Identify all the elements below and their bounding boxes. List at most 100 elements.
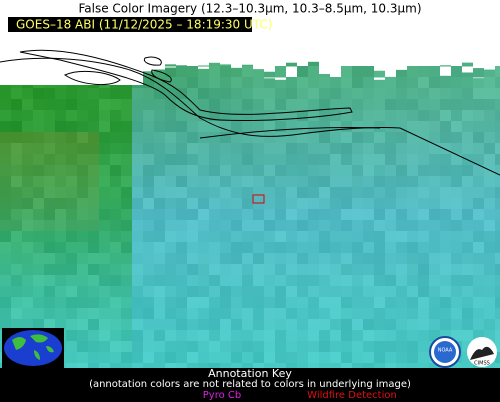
image-tile xyxy=(220,264,231,276)
image-tile xyxy=(33,110,44,122)
image-tile xyxy=(242,330,253,342)
image-tile xyxy=(319,231,330,243)
image-tile xyxy=(385,253,396,265)
image-tile xyxy=(176,352,187,364)
image-tile xyxy=(462,275,473,287)
image-tile xyxy=(121,187,132,199)
image-tile xyxy=(330,275,341,287)
image-tile xyxy=(165,121,176,133)
image-tile xyxy=(396,264,407,276)
image-tile xyxy=(374,286,385,298)
image-tile xyxy=(374,121,385,133)
image-tile xyxy=(77,99,88,111)
image-tile xyxy=(462,330,473,342)
image-tile xyxy=(231,264,242,276)
image-tile xyxy=(33,264,44,276)
image-tile xyxy=(253,69,264,78)
image-tile xyxy=(407,286,418,298)
image-tile xyxy=(484,242,495,254)
image-tile xyxy=(165,198,176,210)
image-tile xyxy=(495,253,500,265)
image-tile xyxy=(22,242,33,254)
image-tile xyxy=(440,297,451,309)
image-tile xyxy=(352,132,363,144)
image-tile xyxy=(341,176,352,188)
image-tile xyxy=(396,352,407,364)
image-tile xyxy=(308,231,319,243)
image-tile xyxy=(308,198,319,210)
image-tile xyxy=(473,275,484,287)
image-tile xyxy=(33,209,44,221)
image-tile xyxy=(396,132,407,144)
image-tile xyxy=(341,154,352,166)
logo-label: NOAA xyxy=(438,348,453,354)
image-tile xyxy=(363,286,374,298)
image-tile xyxy=(363,77,374,89)
image-tile xyxy=(242,231,253,243)
image-tile xyxy=(88,297,99,309)
image-tile xyxy=(220,275,231,287)
image-tile xyxy=(396,154,407,166)
image-tile xyxy=(198,286,209,298)
image-tile xyxy=(286,154,297,166)
image-tile xyxy=(352,341,363,353)
image-tile xyxy=(0,264,11,276)
image-tile xyxy=(220,187,231,199)
image-tile xyxy=(319,253,330,265)
image-tile xyxy=(275,165,286,177)
image-tile xyxy=(275,253,286,265)
image-tile xyxy=(165,231,176,243)
image-tile xyxy=(77,220,88,232)
image-tile xyxy=(363,319,374,331)
image-tile xyxy=(418,286,429,298)
image-tile xyxy=(253,154,264,166)
image-tile xyxy=(440,165,451,177)
image-tile xyxy=(440,187,451,199)
image-tile xyxy=(143,209,154,221)
image-tile xyxy=(418,154,429,166)
image-tile xyxy=(286,77,297,89)
image-tile xyxy=(77,330,88,342)
image-tile xyxy=(77,143,88,155)
image-tile xyxy=(110,88,121,100)
image-tile xyxy=(154,198,165,210)
image-tile xyxy=(473,297,484,309)
image-tile xyxy=(165,187,176,199)
image-tile xyxy=(77,154,88,166)
island xyxy=(143,56,172,83)
image-tile xyxy=(374,341,385,353)
image-tile xyxy=(385,143,396,155)
image-tile xyxy=(231,198,242,210)
image-tile xyxy=(341,308,352,320)
image-tile xyxy=(11,99,22,111)
image-tile xyxy=(220,154,231,166)
image-tile xyxy=(55,275,66,287)
image-tile xyxy=(231,242,242,254)
image-tile xyxy=(231,176,242,188)
image-tile xyxy=(462,352,473,364)
image-tile xyxy=(308,220,319,232)
image-tile xyxy=(220,352,231,364)
image-tile xyxy=(176,253,187,265)
image-tile xyxy=(154,242,165,254)
image-tile xyxy=(143,220,154,232)
image-tile xyxy=(308,286,319,298)
image-tile xyxy=(341,352,352,364)
image-tile xyxy=(374,70,385,78)
image-tile xyxy=(253,187,264,199)
image-tile xyxy=(132,242,143,254)
image-tile xyxy=(440,242,451,254)
image-tile xyxy=(231,209,242,221)
image-tile xyxy=(484,110,495,122)
image-tile xyxy=(110,110,121,122)
annotation-item: Pyro Cb xyxy=(203,390,241,401)
image-tile xyxy=(209,319,220,331)
image-tile xyxy=(242,143,253,155)
image-tile xyxy=(429,121,440,133)
image-tile xyxy=(363,110,374,122)
image-tile xyxy=(264,132,275,144)
image-tile xyxy=(297,242,308,254)
image-tile xyxy=(264,330,275,342)
image-tile xyxy=(132,165,143,177)
image-tile xyxy=(363,143,374,155)
